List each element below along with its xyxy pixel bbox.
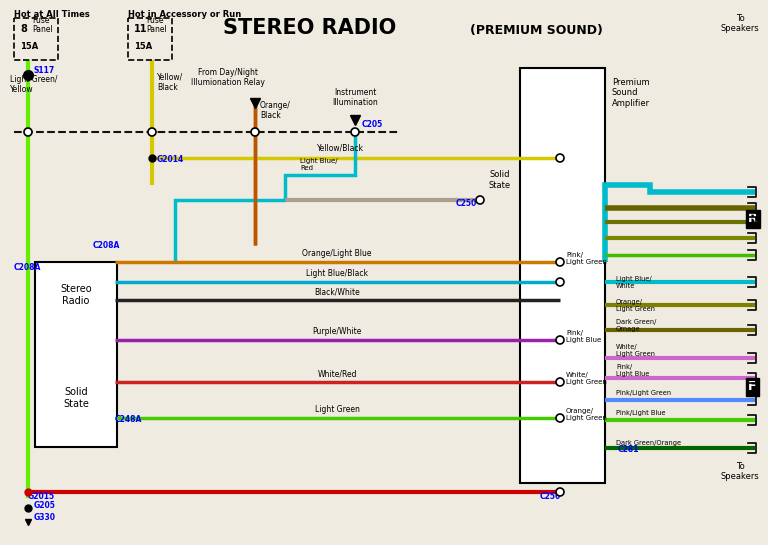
Text: Yellow/Black: Yellow/Black	[316, 143, 363, 152]
Circle shape	[556, 336, 564, 344]
Text: Dark Green/Orange: Dark Green/Orange	[616, 440, 681, 446]
Text: Light Green/
Yellow: Light Green/ Yellow	[10, 75, 58, 94]
Text: Pink/Light Green: Pink/Light Green	[616, 390, 671, 396]
Text: G2015: G2015	[28, 492, 55, 501]
Text: G205: G205	[34, 501, 56, 510]
Text: Stereo
Radio: Stereo Radio	[60, 284, 92, 306]
Text: C250: C250	[456, 199, 477, 208]
Text: White/Red: White/Red	[317, 369, 357, 378]
Circle shape	[351, 128, 359, 136]
Text: Purple/White: Purple/White	[313, 327, 362, 336]
Text: 8: 8	[20, 24, 27, 34]
Text: Instrument
Illumination: Instrument Illumination	[332, 88, 378, 107]
Text: Solid
State: Solid State	[63, 387, 89, 409]
Circle shape	[556, 488, 564, 496]
Text: Orange/
Light Green: Orange/ Light Green	[616, 299, 655, 312]
Circle shape	[556, 278, 564, 286]
Text: C250: C250	[540, 492, 561, 501]
Text: C248A: C248A	[115, 415, 142, 424]
Text: G330: G330	[34, 513, 56, 522]
Text: Yellow/
Black: Yellow/ Black	[157, 72, 184, 92]
Text: Light Blue/
White: Light Blue/ White	[616, 276, 651, 288]
Text: Hot in Accessory or Run: Hot in Accessory or Run	[128, 10, 241, 19]
Text: C205: C205	[362, 120, 383, 129]
Text: White/
Light Green: White/ Light Green	[566, 372, 607, 385]
Text: 15A: 15A	[134, 42, 152, 51]
Text: Premium
Sound
Amplifier: Premium Sound Amplifier	[612, 78, 650, 108]
Text: Pink/
Light Blue: Pink/ Light Blue	[566, 330, 601, 342]
Text: 11: 11	[134, 24, 147, 34]
Circle shape	[251, 128, 259, 136]
Text: Black/White: Black/White	[314, 287, 360, 296]
Text: C208A: C208A	[14, 263, 41, 272]
Text: C281: C281	[618, 445, 640, 454]
Circle shape	[148, 128, 156, 136]
Text: F: F	[748, 380, 756, 393]
Text: Fuse: Fuse	[32, 16, 49, 25]
Text: Orange/Light Blue: Orange/Light Blue	[303, 249, 372, 258]
Text: Pink/
Light Green: Pink/ Light Green	[566, 251, 607, 264]
Text: Light Green: Light Green	[315, 405, 359, 414]
Text: Light Blue/
Red: Light Blue/ Red	[300, 158, 338, 171]
Circle shape	[24, 128, 32, 136]
Circle shape	[556, 414, 564, 422]
Text: Hot at All Times: Hot at All Times	[14, 10, 90, 19]
Text: STEREO RADIO: STEREO RADIO	[223, 18, 396, 38]
Bar	[14, 18, 58, 60]
Circle shape	[556, 378, 564, 386]
Text: G2014: G2014	[157, 155, 184, 164]
Text: C208A: C208A	[93, 241, 121, 250]
Circle shape	[556, 154, 564, 162]
Bar	[128, 18, 172, 60]
Text: S117: S117	[34, 66, 55, 75]
Text: Fuse: Fuse	[146, 16, 164, 25]
Text: Orange/
Light Green: Orange/ Light Green	[566, 408, 607, 421]
Circle shape	[556, 258, 564, 266]
Bar	[520, 68, 605, 483]
Text: Solid
State: Solid State	[489, 170, 511, 190]
Text: (PREMIUM SOUND): (PREMIUM SOUND)	[470, 23, 603, 37]
Text: Dark Green/
Ornage: Dark Green/ Ornage	[616, 318, 657, 331]
Bar	[35, 262, 117, 447]
Text: Light Blue/Black: Light Blue/Black	[306, 269, 368, 278]
Text: From Day/Night
Illumionation Relay: From Day/Night Illumionation Relay	[191, 68, 265, 87]
Text: Panel: Panel	[32, 25, 53, 34]
Text: Pink/
Light Blue: Pink/ Light Blue	[616, 364, 650, 377]
Text: White/
Light Green: White/ Light Green	[616, 343, 655, 356]
Text: Orange/
Black: Orange/ Black	[260, 101, 291, 120]
Text: R: R	[748, 212, 757, 225]
Text: To
Speakers: To Speakers	[720, 14, 760, 33]
Text: Panel: Panel	[146, 25, 167, 34]
Text: 15A: 15A	[20, 42, 38, 51]
Text: To
Speakers: To Speakers	[720, 462, 760, 481]
Circle shape	[476, 196, 484, 204]
Text: Pink/Light Blue: Pink/Light Blue	[616, 410, 666, 416]
